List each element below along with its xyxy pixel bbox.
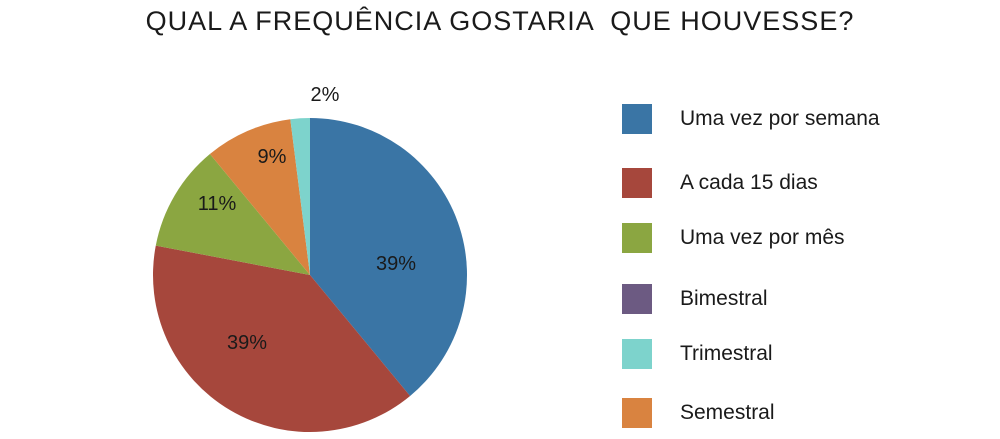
legend-label: Uma vez por semana bbox=[680, 107, 880, 130]
legend-item: A cada 15 dias bbox=[622, 168, 818, 198]
data-label: 39% bbox=[227, 332, 267, 354]
data-label: 11% bbox=[198, 193, 237, 215]
legend-swatch bbox=[622, 284, 652, 314]
legend-label: A cada 15 dias bbox=[680, 171, 818, 194]
chart-title: QUAL A FREQUÊNCIA GOSTARIA QUE HOUVESSE? bbox=[145, 6, 855, 36]
pie-slice-trimestral bbox=[290, 118, 310, 275]
legend-swatch bbox=[622, 223, 652, 253]
data-label: 39% bbox=[376, 253, 416, 275]
legend-item: Uma vez por semana bbox=[622, 104, 880, 134]
data-label: 9% bbox=[258, 146, 287, 168]
legend-swatch bbox=[622, 104, 652, 134]
legend-label: Bimestral bbox=[680, 287, 768, 310]
pie-slice-a-cada-15-dias bbox=[152, 245, 411, 433]
legend-label: Uma vez por mês bbox=[680, 226, 845, 249]
legend-item: Uma vez por mês bbox=[622, 223, 845, 253]
pie-slice-uma-vez-por-semana bbox=[310, 118, 468, 396]
pie-slice-semestral bbox=[209, 119, 310, 276]
legend-item: Semestral bbox=[622, 398, 775, 428]
legend-label: Trimestral bbox=[680, 342, 773, 365]
legend-swatch bbox=[622, 168, 652, 198]
legend-item: Bimestral bbox=[622, 284, 768, 314]
legend-swatch bbox=[622, 339, 652, 369]
pie-slice-uma-vez-por-m-s bbox=[155, 154, 310, 275]
legend-swatch bbox=[622, 398, 652, 428]
data-label: 2% bbox=[311, 84, 340, 106]
legend-item: Trimestral bbox=[622, 339, 773, 369]
legend-label: Semestral bbox=[680, 401, 775, 424]
